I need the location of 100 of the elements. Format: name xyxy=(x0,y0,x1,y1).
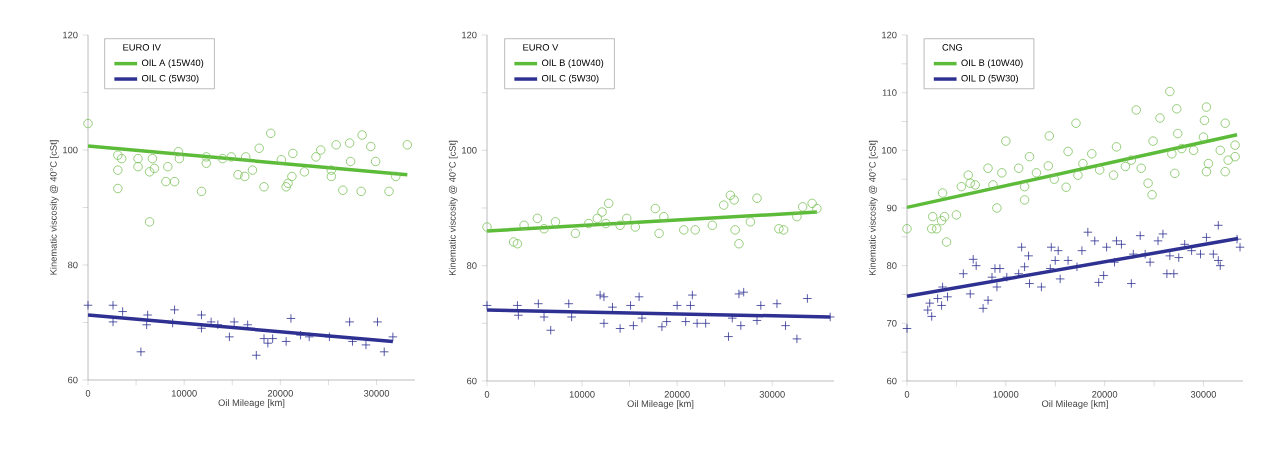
y-tick-label: 120 xyxy=(882,31,897,39)
point xyxy=(690,225,700,235)
point xyxy=(599,318,609,328)
point xyxy=(533,299,544,309)
point xyxy=(379,347,389,357)
point xyxy=(344,138,355,148)
point xyxy=(752,193,762,203)
point xyxy=(570,228,581,239)
point xyxy=(311,152,321,162)
point xyxy=(774,224,784,234)
point xyxy=(108,300,118,310)
point xyxy=(659,211,669,222)
point xyxy=(276,155,286,165)
point xyxy=(625,300,636,311)
point xyxy=(692,318,702,328)
point xyxy=(233,170,243,180)
point xyxy=(391,171,401,182)
point xyxy=(679,225,689,235)
point xyxy=(147,153,158,164)
point xyxy=(672,300,682,311)
point xyxy=(136,347,146,357)
point xyxy=(366,141,376,152)
point xyxy=(723,331,734,342)
point xyxy=(266,128,276,138)
point xyxy=(133,162,143,172)
x-tick-label: 20000 xyxy=(664,391,690,398)
point xyxy=(792,334,802,344)
point xyxy=(650,203,660,214)
point xyxy=(259,182,269,192)
point xyxy=(113,150,123,160)
point xyxy=(384,186,394,197)
y-tick-label: 120 xyxy=(462,31,477,39)
point xyxy=(512,239,523,249)
point xyxy=(807,198,817,209)
point xyxy=(169,176,180,187)
point xyxy=(519,220,529,230)
y-tick-label: 100 xyxy=(63,146,78,154)
point xyxy=(566,312,577,322)
point xyxy=(338,185,348,195)
point xyxy=(780,320,791,331)
point xyxy=(734,289,744,299)
point xyxy=(482,222,492,232)
point xyxy=(730,225,740,235)
point xyxy=(739,287,749,297)
legend-label: OIL C (5W30) xyxy=(141,74,199,84)
y-tick-label: 80 xyxy=(466,262,477,269)
y-axis-title: Kinematic viscosity @ 40°C [cSt] xyxy=(448,140,458,276)
y-tick-label: 120 xyxy=(63,31,78,39)
point xyxy=(550,217,561,227)
point xyxy=(370,156,381,167)
point xyxy=(144,217,155,227)
point xyxy=(802,293,813,304)
point xyxy=(546,325,556,335)
point xyxy=(681,316,691,327)
x-tick-label: 10000 xyxy=(993,391,1019,398)
point xyxy=(734,239,744,249)
point xyxy=(268,333,278,344)
y-tick-label: 80 xyxy=(886,262,897,269)
point xyxy=(388,332,398,342)
point xyxy=(792,211,802,222)
point xyxy=(201,158,211,168)
y-tick-label: 90 xyxy=(887,204,897,212)
x-tick-label: 30000 xyxy=(363,390,390,397)
point xyxy=(83,118,93,129)
point xyxy=(326,171,336,182)
point xyxy=(662,316,672,327)
point xyxy=(344,317,355,327)
point xyxy=(117,153,127,164)
point xyxy=(745,217,756,227)
point xyxy=(196,310,207,320)
point xyxy=(247,165,258,175)
point xyxy=(604,198,614,209)
point xyxy=(144,167,155,177)
point xyxy=(241,152,251,162)
point xyxy=(564,299,574,309)
x-tick-label: 30000 xyxy=(759,391,785,398)
point xyxy=(654,228,664,239)
point xyxy=(539,224,549,234)
x-tick-label: 20000 xyxy=(1092,391,1118,398)
y-tick-label: 60 xyxy=(887,377,897,385)
point xyxy=(685,300,696,311)
point xyxy=(601,218,611,229)
point xyxy=(251,350,261,360)
x-tick-label: 10000 xyxy=(569,391,595,398)
y-tick-label: 110 xyxy=(882,89,897,96)
point xyxy=(719,200,729,210)
point xyxy=(615,220,625,230)
x-tick-label: 10000 xyxy=(171,390,197,397)
point xyxy=(163,162,173,172)
point xyxy=(259,333,269,344)
x-tick-label: 0 xyxy=(904,391,910,398)
point xyxy=(142,310,153,320)
point xyxy=(224,332,235,342)
point xyxy=(599,292,609,302)
point xyxy=(622,213,632,224)
point xyxy=(169,305,180,315)
point xyxy=(240,171,250,182)
point xyxy=(532,213,543,224)
point xyxy=(357,130,367,140)
x-tick-label: 20000 xyxy=(267,390,293,397)
